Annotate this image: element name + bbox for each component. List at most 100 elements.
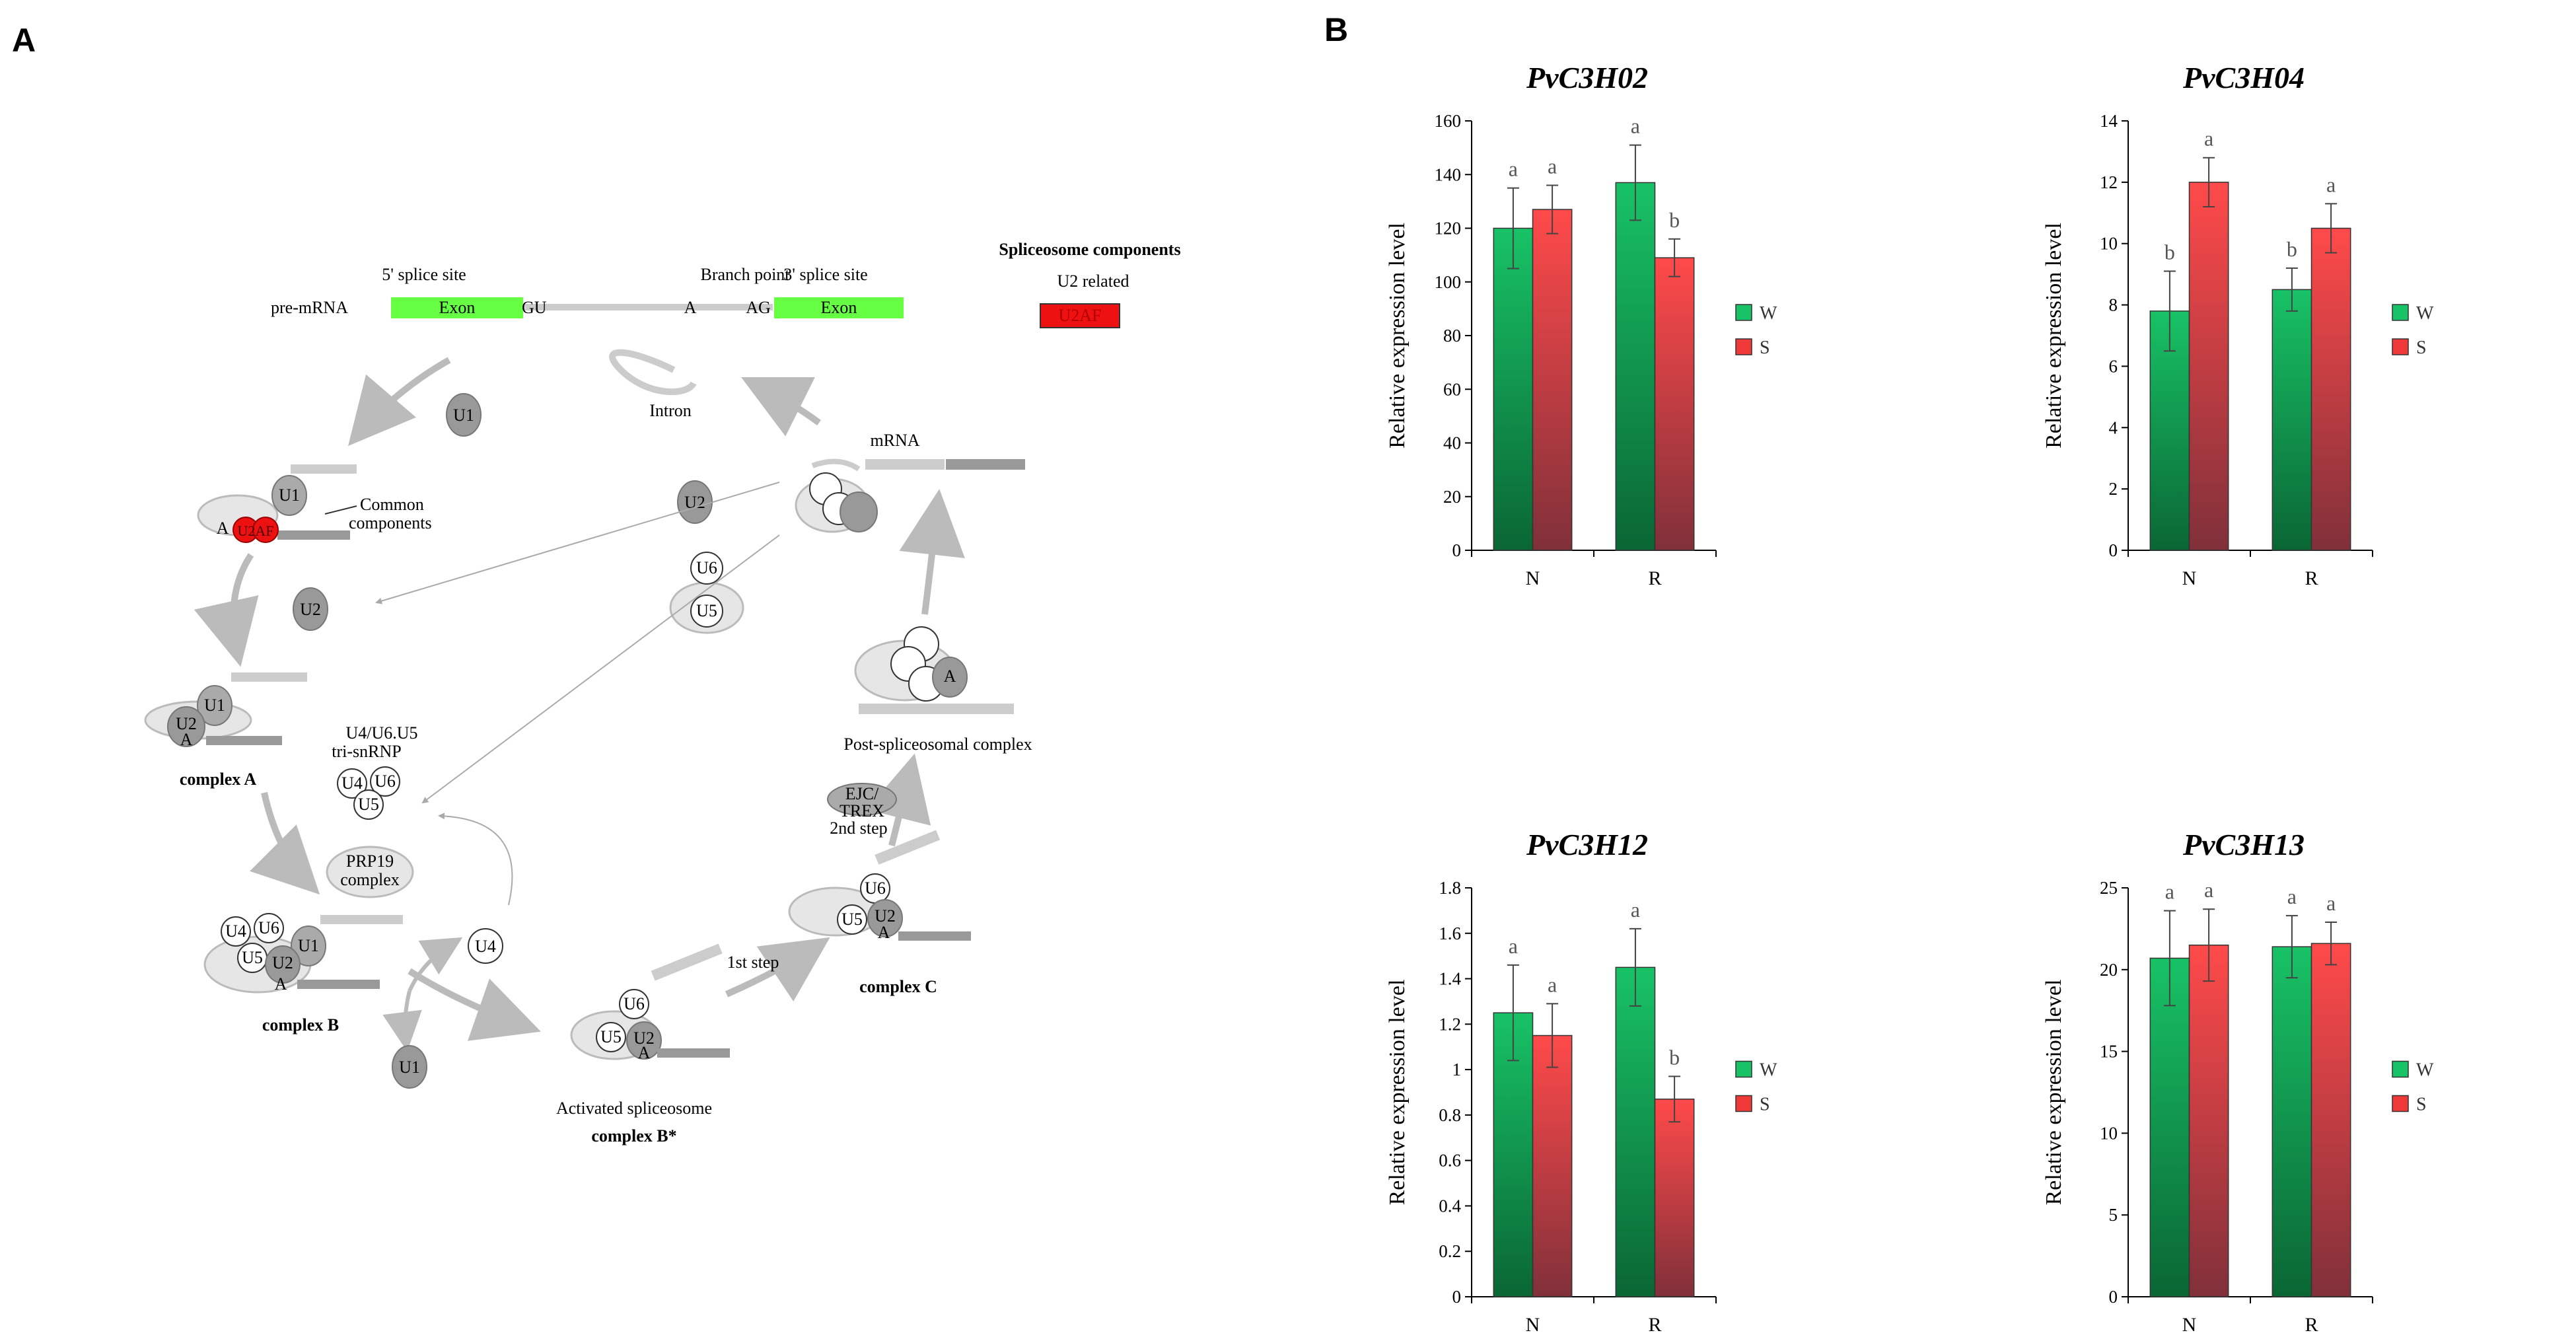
y-tick-label: 4	[2109, 417, 2118, 437]
recycled-u6-label: U6	[696, 558, 717, 577]
ejc-label-2: TREX	[840, 801, 884, 820]
complex-c-u6-label: U6	[865, 879, 886, 898]
y-tick-label: 60	[1443, 379, 1461, 399]
chart-title: PvC3H02	[1526, 61, 1648, 94]
spliceosome-pathway: 5' splice site Branch point 3' splice si…	[144, 240, 1181, 1145]
released-u1-label: U1	[399, 1058, 420, 1077]
arrow-to-complex-e	[347, 357, 451, 447]
ejc-label-1: EJC/	[845, 784, 879, 803]
y-tick-label: 40	[1443, 433, 1461, 453]
y-tick-label: 10	[2100, 1123, 2118, 1143]
released-u4-label: U4	[475, 937, 496, 956]
significance-letter: a	[1509, 934, 1518, 958]
legend-label: W	[2416, 303, 2434, 324]
ejc-trex	[827, 783, 897, 816]
legend-label: W	[1760, 303, 1777, 324]
legend-swatch-w	[1735, 1060, 1752, 1078]
legend-label: S	[2416, 338, 2427, 358]
prp19-label-2: complex	[340, 870, 400, 889]
tri-u6	[370, 766, 400, 797]
significance-letter: a	[1548, 155, 1557, 178]
arrow-to-mrna	[899, 489, 965, 615]
legend-label: S	[1760, 1095, 1770, 1115]
recycle-prp19-arrow	[438, 813, 513, 906]
x-category-label: R	[2305, 567, 2318, 589]
bar-s-r	[2310, 943, 2351, 1297]
bar-s-r	[1654, 1099, 1695, 1297]
y-tick-label: 1	[1452, 1060, 1462, 1079]
u2af-legend-box	[1040, 303, 1120, 328]
y-tick-label: 0.6	[1439, 1151, 1461, 1171]
y-tick-label: 160	[1435, 111, 1462, 131]
y-tick-label: 2	[2109, 479, 2118, 499]
activated-u6	[619, 989, 649, 1019]
tri-u4	[337, 768, 367, 799]
release-lariat	[811, 458, 861, 472]
legend-label: W	[2416, 1060, 2434, 1081]
released-u4	[468, 928, 503, 964]
y-tick-label: 120	[1435, 219, 1462, 238]
pre-mrna-label: pre-mRNA	[271, 298, 348, 317]
recycled-u5	[690, 595, 723, 628]
complex-a-a-label: A	[180, 730, 193, 749]
mrna-exon-2	[946, 459, 1025, 470]
y-tick-label: 140	[1435, 164, 1462, 184]
arrow-intron-release	[741, 377, 821, 437]
activated-u2-label: U2	[633, 1029, 655, 1048]
complex-c-exon	[875, 830, 941, 865]
exon-left-label: Exon	[439, 298, 476, 317]
significance-letter: a	[2326, 172, 2336, 196]
significance-letter: a	[2204, 127, 2213, 151]
prp19-complex	[326, 846, 414, 898]
recycle-tri-arrow	[421, 534, 780, 804]
significance-letter: a	[2287, 885, 2297, 908]
activated-exon2	[657, 1048, 730, 1058]
complex-e-u1-label: U1	[279, 486, 300, 505]
bar-s-n	[2188, 182, 2229, 551]
complex-e-exon	[291, 464, 357, 474]
bar-s-n	[1532, 1034, 1573, 1297]
common-pointer	[324, 505, 357, 515]
complex-a-exon2	[206, 736, 282, 745]
significance-letter: a	[2204, 878, 2213, 902]
significance-letter: a	[1509, 157, 1518, 181]
arrow-to-activated	[408, 968, 541, 1041]
bar-s-n	[2188, 944, 2229, 1297]
chart-title: PvC3H13	[2182, 828, 2305, 861]
u2af-legend-label: U2AF	[1058, 306, 1101, 325]
y-tick-label: 0	[1452, 540, 1462, 560]
complex-b-u5-label: U5	[242, 948, 263, 967]
components-legend-sub: U2 related	[1057, 272, 1129, 291]
intron-label: Intron	[649, 401, 692, 420]
complex-e-u1	[271, 475, 307, 516]
ag-label: AG	[746, 298, 771, 317]
bar-w-n	[2149, 957, 2190, 1297]
legend-swatch-w	[2392, 304, 2409, 321]
y-tick-label: 20	[1443, 487, 1461, 507]
mrna-label: mRNA	[870, 431, 919, 450]
complex-b-u2	[265, 945, 301, 984]
activated-u5	[596, 1022, 626, 1052]
recycle-u2-arrow	[375, 482, 780, 604]
activated-a-label: A	[638, 1043, 651, 1062]
recycled-u6	[690, 552, 723, 585]
chart-title: PvC3H04	[2182, 61, 2305, 94]
gu-label: GU	[522, 298, 547, 317]
post-mrna-strand	[859, 704, 1014, 714]
x-category-label: R	[1648, 567, 1661, 589]
x-category-label: R	[2305, 1314, 2318, 1336]
chart-pvc3h04: PvC3H04 Relative expression level 0 2 4 6 8 10 1…	[2042, 61, 2434, 589]
chart-title: PvC3H12	[1526, 828, 1648, 861]
bar-w-r	[2272, 946, 2312, 1297]
activated-u5-label: U5	[600, 1027, 622, 1046]
significance-letter: a	[2326, 891, 2336, 915]
exon-left	[391, 297, 523, 318]
complex-b-u6-label: U6	[258, 918, 279, 937]
recycled-u5-label: U5	[696, 601, 717, 620]
common-label-2: components	[349, 513, 432, 532]
x-category-label: R	[1648, 1314, 1661, 1336]
legend-label: S	[2416, 1095, 2427, 1115]
a-label: A	[684, 298, 697, 317]
significance-letter: b	[1669, 1045, 1680, 1069]
